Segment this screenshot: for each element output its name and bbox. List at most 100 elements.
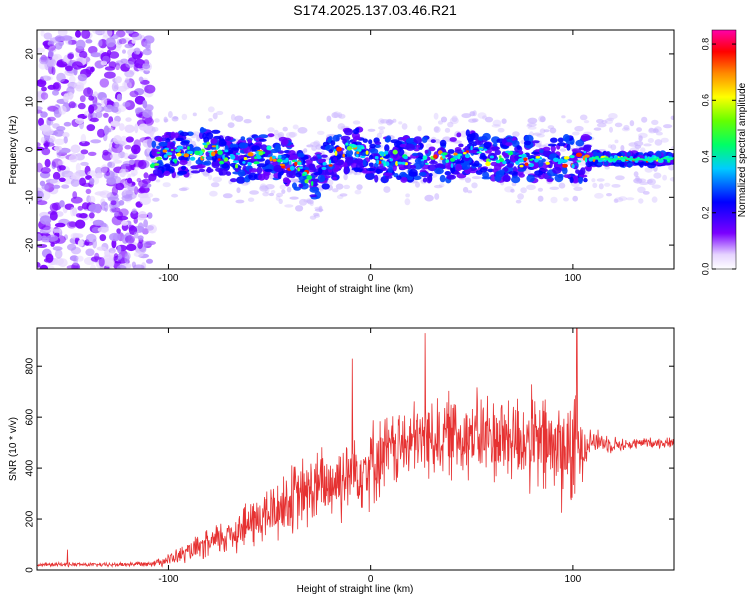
halo-blob (621, 127, 631, 132)
hotspot-blob (505, 150, 511, 154)
signal-blob (298, 183, 304, 189)
noise-blob (49, 202, 59, 212)
noise-blob (63, 121, 72, 127)
hotspot-blob (272, 158, 277, 162)
hotspot-blob (523, 157, 528, 161)
noise-blob (110, 120, 121, 127)
noise-blob (111, 239, 117, 249)
signal-blob (256, 166, 263, 175)
halo-blob (561, 115, 566, 119)
hotspot-blob (297, 161, 302, 166)
noise-blob (144, 84, 156, 94)
halo-blob (461, 113, 472, 119)
noise-blob (37, 233, 42, 242)
noise-blob (133, 139, 141, 150)
hotspot-blob (219, 160, 225, 165)
hotspot-blob (170, 148, 174, 151)
noise-blob (70, 144, 81, 154)
halo-blob (306, 144, 314, 148)
halo-blob (573, 186, 583, 191)
halo-blob (596, 122, 607, 128)
x-tick-label: -100 (158, 273, 178, 284)
halo-blob (663, 124, 673, 129)
noise-blob (88, 195, 96, 204)
noise-blob (53, 228, 62, 234)
signal-blob (248, 172, 258, 181)
halo-blob (629, 120, 635, 127)
noise-blob (58, 177, 66, 182)
halo-blob (343, 173, 348, 181)
noise-blob (133, 251, 144, 258)
halo-blob (282, 126, 288, 132)
noise-blob (137, 222, 144, 233)
signal-blob (355, 127, 360, 131)
halo-blob (339, 193, 348, 197)
signal-blob (297, 152, 305, 158)
halo-blob (230, 114, 236, 121)
noise-blob (134, 95, 146, 105)
hotspot-blob (206, 141, 210, 145)
signal-blob (275, 143, 281, 150)
noise-blob (80, 149, 89, 155)
hotspot-blob (397, 161, 403, 165)
halo-blob (434, 193, 440, 200)
signal-blob (557, 137, 564, 143)
halo-blob (152, 197, 160, 202)
noise-blob (107, 196, 120, 202)
signal-blob (430, 139, 436, 144)
signal-blob (439, 174, 446, 183)
signal-blob (426, 175, 432, 184)
halo-blob (520, 187, 527, 194)
halo-blob (434, 126, 439, 132)
hotspot-blob (224, 149, 229, 153)
halo-blob (527, 126, 537, 130)
signal-blob (305, 159, 313, 165)
halo-blob (227, 122, 235, 128)
signal-blob (219, 138, 225, 142)
hotspot-blob (153, 163, 160, 166)
hotspot-blob (311, 181, 314, 186)
noise-blob (37, 47, 45, 53)
noise-blob (120, 220, 129, 226)
hotspot-blob (571, 164, 575, 169)
noise-blob (96, 92, 107, 101)
snr-frame (36, 327, 675, 571)
noise-blob (96, 246, 107, 251)
noise-blob (133, 231, 139, 239)
noise-blob (54, 222, 66, 228)
hotspot-blob (232, 160, 239, 164)
noise-blob (109, 51, 120, 59)
signal-blob (258, 173, 266, 181)
hotspot-blob (322, 162, 327, 166)
noise-blob (142, 63, 151, 70)
halo-blob (651, 184, 661, 189)
hotspot-blob (156, 151, 161, 154)
y-tick-label: 400 (25, 459, 36, 476)
signal-blob (256, 163, 267, 168)
signal-blob (224, 135, 231, 141)
x-tick-label: 100 (565, 273, 582, 284)
halo-blob (356, 184, 363, 191)
signal-blob (459, 160, 465, 164)
noise-blob (137, 211, 147, 221)
snr-panel: -100 0 100 0 200 400 600 800 Height of straigh… (8, 327, 675, 595)
noise-blob (127, 177, 133, 184)
noise-blob (143, 39, 151, 50)
snr-y-axis-label: SNR (10 * v/v) (8, 417, 19, 481)
signal-blob (236, 176, 246, 184)
noise-blob (54, 138, 65, 145)
halo-blob (151, 126, 159, 132)
noise-blob (115, 60, 124, 66)
noise-blob (106, 161, 116, 169)
signal-blob (566, 143, 571, 151)
noise-blob (74, 117, 85, 125)
noise-blob (117, 245, 122, 254)
halo-blob (662, 174, 667, 181)
signal-blob (195, 159, 203, 165)
noise-blob (46, 234, 59, 242)
noise-blob (88, 95, 95, 101)
halo-blob (275, 195, 281, 201)
halo-blob (380, 119, 390, 124)
hotspot-blob (376, 159, 379, 165)
halo-blob (484, 116, 494, 123)
